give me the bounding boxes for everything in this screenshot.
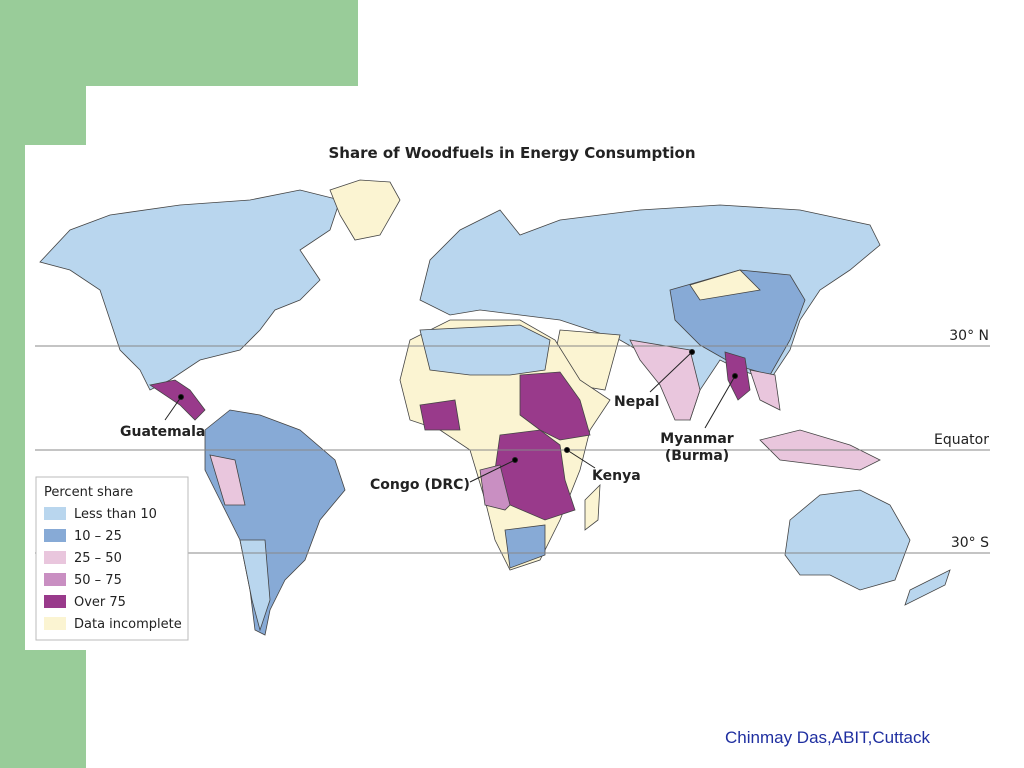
north-america (39, 189, 341, 391)
country-label: Kenya (592, 468, 641, 484)
legend-label: 10 – 25 (74, 529, 122, 544)
india (629, 339, 701, 421)
new-zealand (904, 569, 951, 606)
south-africa (504, 524, 546, 569)
latitude-label: Equator (934, 432, 989, 448)
callout-line (469, 459, 516, 483)
legend-swatch (44, 573, 66, 586)
legend-swatch (44, 617, 66, 630)
latitude-label: 30° S (951, 535, 989, 551)
legend-label: Over 75 (74, 595, 126, 610)
country-label: Myanmar (Burma) (660, 431, 734, 464)
peru (209, 454, 246, 506)
greenland (329, 179, 401, 241)
map-title: Share of Woodfuels in Energy Consumption (328, 144, 695, 162)
legend-label: Less than 10 (74, 507, 157, 522)
footer: Chinmay Das,ABIT,Cuttack (725, 728, 931, 747)
south-america (204, 409, 346, 636)
angola (479, 464, 511, 511)
mongolia (689, 269, 761, 301)
east-africa (519, 371, 591, 441)
central-america (148, 379, 206, 421)
legend-label: 50 – 75 (74, 573, 122, 588)
madagascar (584, 483, 601, 531)
australia (784, 489, 911, 591)
callout-dot (689, 349, 695, 355)
callout-dot (564, 447, 570, 453)
callout-line (704, 375, 736, 429)
country-label: Congo (DRC) (370, 477, 470, 493)
callout-line (566, 449, 596, 469)
legend-label: 25 – 50 (74, 551, 122, 566)
legend-swatch (44, 595, 66, 608)
legend-swatch (44, 529, 66, 542)
world-map (39, 179, 951, 636)
callout-line (649, 351, 693, 393)
legend-swatch (44, 507, 66, 520)
north-africa (419, 324, 551, 376)
callout-dot (512, 457, 518, 463)
west-africa (419, 399, 461, 431)
country-label: Nepal (614, 394, 659, 410)
legend-title: Percent share (44, 485, 133, 500)
callout-line (164, 396, 182, 421)
argentina (239, 539, 271, 632)
callout-dot (732, 373, 738, 379)
southeast-asia (749, 369, 781, 411)
legend-label: Data incomplete (74, 617, 182, 632)
legend: Percent share Less than 10 10 – 25 25 – 50… (35, 476, 189, 641)
country-label: Guatemala (120, 424, 205, 440)
callout-dot (178, 394, 184, 400)
legend-swatch (44, 551, 66, 564)
latitude-label: 30° N (949, 328, 989, 344)
